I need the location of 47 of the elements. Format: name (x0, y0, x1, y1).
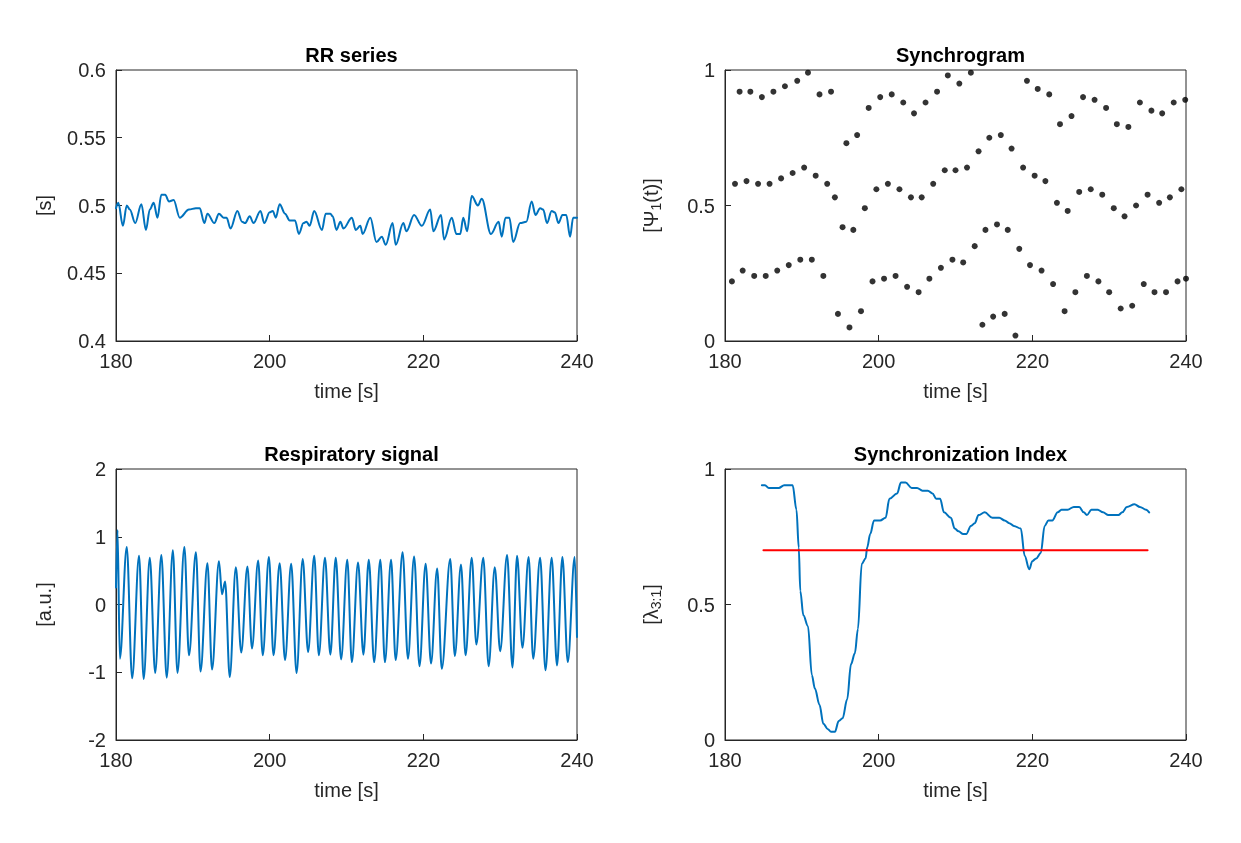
chart-title: Synchrogram (896, 44, 1025, 66)
chart-title: Synchronization Index (853, 443, 1068, 465)
x-tick-label: 220 (1015, 749, 1050, 771)
x-axis-title: time [s] (314, 779, 379, 801)
x-tick-label: 180 (99, 350, 133, 372)
x-tick-label: 220 (406, 350, 441, 372)
y-axis-title: [λ3:1] (640, 584, 664, 625)
x-tick-label: 240 (560, 749, 594, 771)
y-tick-label: 0.5 (78, 194, 106, 217)
x-tick-label: 240 (560, 350, 594, 372)
x-tick-label: 180 (708, 749, 742, 771)
x-tick-label: 180 (708, 350, 742, 372)
y-axis-title: [s] (33, 194, 55, 217)
y-axis-title: [a.u.] (33, 582, 55, 627)
x-tick-label: 220 (1015, 350, 1050, 372)
x-axis-title: time [s] (314, 380, 379, 402)
y-tick-label: 1 (703, 458, 715, 480)
y-tick-label: 0 (703, 729, 715, 751)
y-tick-label: 0.55 (67, 126, 106, 149)
y-tick-label: 0 (94, 593, 106, 616)
line-series (115, 193, 578, 246)
y-tick-label: 1 (94, 525, 106, 548)
line-series (760, 481, 1151, 733)
y-tick-label: 2 (94, 458, 106, 480)
y-tick-label: 1 (703, 59, 715, 81)
x-axis-title: time [s] (923, 779, 988, 801)
x-tick-label: 180 (99, 749, 133, 771)
x-axis-title: time [s] (923, 380, 988, 402)
line-series (115, 528, 578, 681)
y-tick-label: 0.4 (78, 330, 106, 352)
y-tick-label: 0.5 (687, 593, 715, 616)
y-tick-label: 0 (703, 330, 715, 352)
x-tick-label: 240 (1169, 350, 1203, 372)
x-tick-label: 200 (861, 350, 896, 372)
y-tick-label: -2 (88, 729, 106, 751)
chart-title: Respiratory signal (264, 443, 439, 465)
y-axis-title: [Ψ1(t)] (640, 178, 664, 233)
x-tick-label: 200 (861, 749, 896, 771)
x-tick-label: 200 (252, 350, 287, 372)
x-tick-label: 240 (1169, 749, 1203, 771)
chart-title: RR series (305, 44, 398, 66)
x-tick-label: 200 (252, 749, 287, 771)
x-tick-label: 220 (406, 749, 441, 771)
y-tick-label: 0.45 (67, 262, 106, 285)
y-tick-label: -1 (88, 661, 106, 684)
y-tick-label: 0.6 (78, 59, 106, 81)
y-tick-label: 0.5 (687, 194, 715, 217)
